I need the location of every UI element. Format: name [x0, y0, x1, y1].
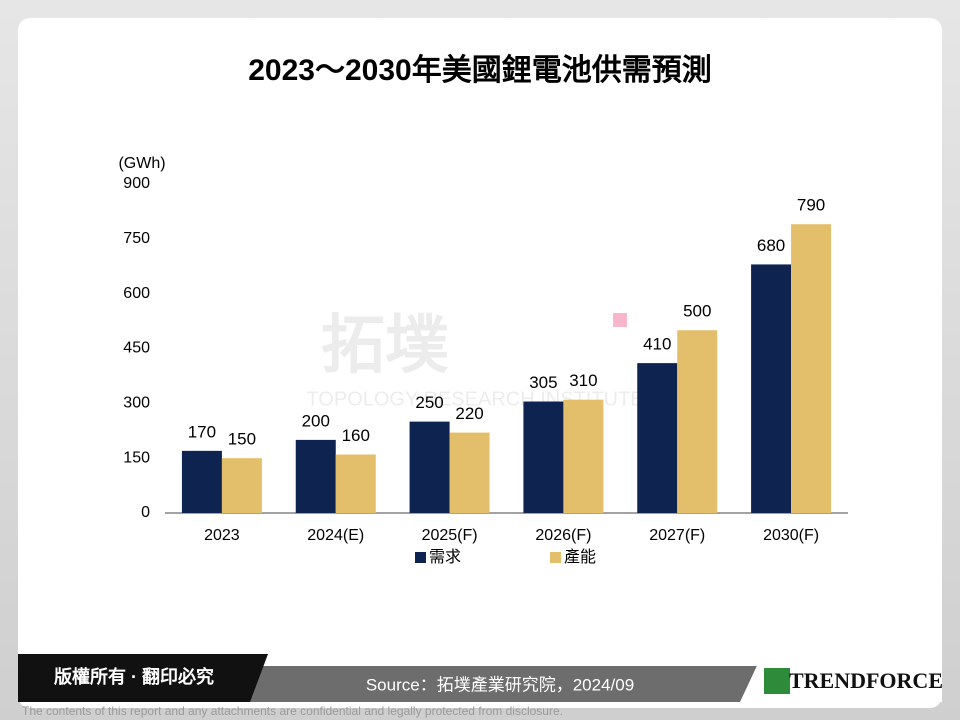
x-tick-label: 2023 [204, 527, 240, 544]
bar [221, 458, 262, 513]
bar [523, 401, 564, 513]
y-tick-label: 0 [141, 504, 150, 521]
watermark: 拓墣 [321, 309, 449, 381]
copyright: 版權所有 · 翻印必究 [54, 666, 214, 687]
data-label: 250 [415, 393, 443, 412]
bar [449, 432, 490, 513]
legend-swatch [415, 552, 426, 563]
disclaimer: The contents of this report and any atta… [22, 704, 563, 718]
bar [295, 439, 336, 513]
y-axis-label: (GWh) [118, 155, 165, 172]
bar [563, 399, 604, 513]
plot: 0 150 300 450 600 750 900 2023 170 150 2024(E) 200 1… [123, 175, 848, 566]
y-tick-label: 450 [123, 340, 150, 357]
legend-swatch [550, 552, 561, 563]
y-tick-label: 900 [123, 175, 150, 192]
x-tick-label: 2025(F) [422, 527, 478, 544]
copyright-box [18, 654, 268, 702]
decoration [613, 313, 627, 327]
y-tick-label: 150 [123, 449, 150, 466]
data-label: 305 [529, 373, 557, 392]
bar [637, 363, 678, 513]
data-label: 790 [797, 196, 825, 215]
data-label: 200 [302, 411, 330, 430]
bar [677, 330, 718, 513]
source: Source：拓墣產業研究院，2024/09 [366, 675, 634, 694]
x-tick-label: 2024(E) [307, 527, 364, 544]
y-tick-label: 300 [123, 395, 150, 412]
data-label: 410 [643, 335, 671, 354]
data-label: 500 [683, 302, 711, 321]
data-label: 150 [228, 430, 256, 449]
logo-icon [764, 668, 790, 694]
bar [335, 454, 376, 513]
y-tick-label: 600 [123, 285, 150, 302]
panel [18, 18, 942, 708]
bar [181, 450, 222, 513]
x-tick-label: 2026(F) [535, 527, 591, 544]
legend-label: 需求 [429, 548, 461, 566]
data-label: 220 [455, 404, 483, 423]
bar [409, 421, 450, 513]
x-tick-label: 2030(F) [763, 527, 819, 544]
data-label: 680 [757, 236, 785, 255]
logo-box [740, 638, 942, 702]
data-label: 310 [569, 371, 597, 390]
legend-label: 產能 [564, 548, 596, 566]
bar [751, 264, 792, 513]
bar [791, 224, 832, 513]
logo: TRENDFORCE [789, 668, 943, 693]
chart-title: 2023～2030年美國鋰電池供需預測 [248, 53, 711, 87]
data-label: 170 [188, 422, 216, 441]
data-label: 160 [342, 426, 370, 445]
y-tick-label: 750 [123, 230, 150, 247]
x-tick-label: 2027(F) [649, 527, 705, 544]
